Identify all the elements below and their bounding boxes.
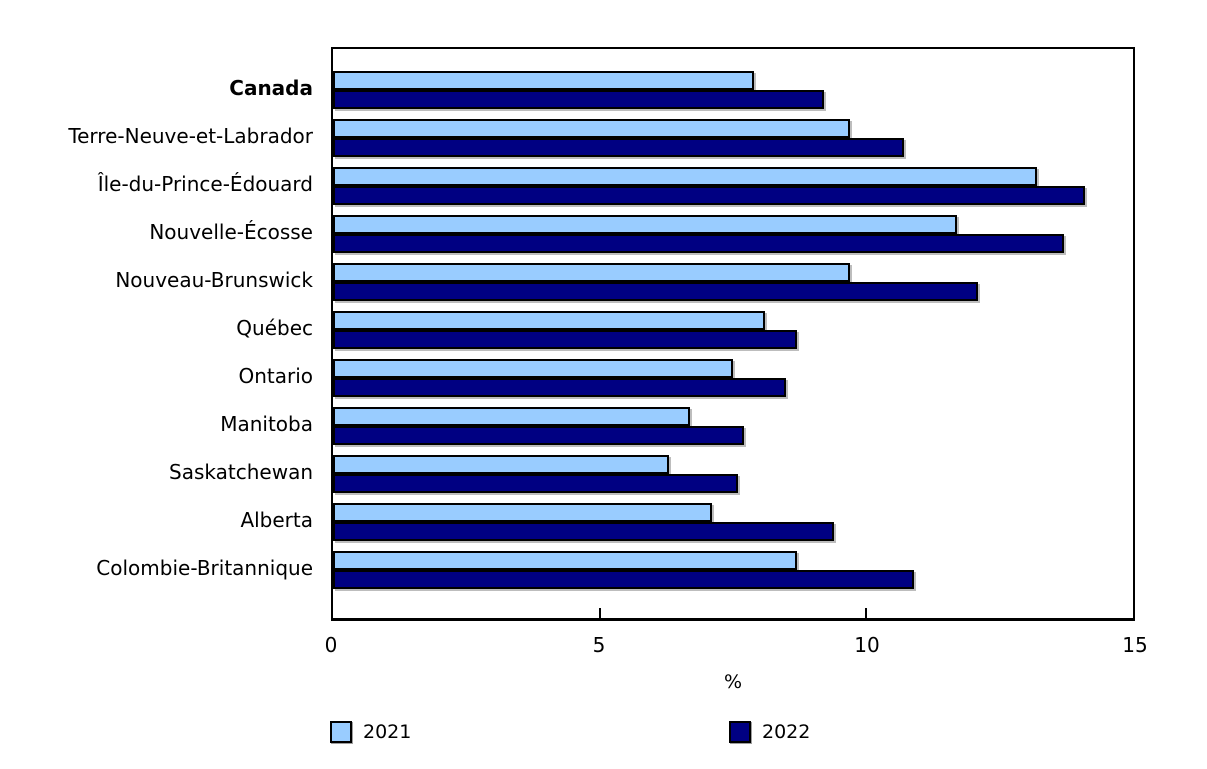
bar-2022-11 bbox=[333, 570, 915, 589]
bar-group-5 bbox=[333, 263, 1133, 301]
legend: 2021 2022 bbox=[0, 720, 1207, 750]
bar-2022-4 bbox=[333, 234, 1064, 253]
tick-mark-5 bbox=[598, 608, 601, 618]
tick-mark-10 bbox=[865, 608, 868, 618]
legend-label-2021: 2021 bbox=[363, 721, 412, 743]
bar-group-4 bbox=[333, 215, 1133, 253]
category-label-11: Colombie-Britannique bbox=[96, 556, 313, 580]
category-label-1: Canada bbox=[229, 76, 313, 100]
bar-group-3 bbox=[333, 167, 1133, 205]
legend-swatch-2022 bbox=[729, 721, 751, 743]
legend-swatch-2021 bbox=[330, 721, 352, 743]
tick-label-10: 10 bbox=[854, 633, 880, 657]
bar-group-7 bbox=[333, 359, 1133, 397]
bar-2021-9 bbox=[333, 455, 669, 474]
bar-2021-7 bbox=[333, 359, 733, 378]
bar-2022-1 bbox=[333, 90, 824, 109]
plot-area bbox=[331, 47, 1135, 621]
legend-item-2021: 2021 bbox=[330, 720, 411, 744]
bar-2021-5 bbox=[333, 263, 851, 282]
bar-group-6 bbox=[333, 311, 1133, 349]
bar-2022-5 bbox=[333, 282, 979, 301]
bar-group-1 bbox=[333, 71, 1133, 109]
bar-2021-1 bbox=[333, 71, 755, 90]
bar-2021-4 bbox=[333, 215, 957, 234]
legend-label-2022: 2022 bbox=[762, 721, 811, 743]
category-label-9: Saskatchewan bbox=[169, 460, 313, 484]
bar-2021-8 bbox=[333, 407, 691, 426]
bar-2022-3 bbox=[333, 186, 1085, 205]
bar-2021-10 bbox=[333, 503, 712, 522]
bar-group-11 bbox=[333, 551, 1133, 589]
bar-2022-8 bbox=[333, 426, 744, 445]
bar-2021-3 bbox=[333, 167, 1037, 186]
bar-2021-11 bbox=[333, 551, 797, 570]
bar-2022-2 bbox=[333, 138, 904, 157]
y-axis-category-labels: Canada Terre-Neuve-et-Labrador Île-du-Prin… bbox=[0, 47, 321, 621]
x-axis-tick-labels: 0 5 10 15 bbox=[325, 633, 1148, 661]
bar-group-2 bbox=[333, 119, 1133, 157]
bar-2022-9 bbox=[333, 474, 739, 493]
category-label-10: Alberta bbox=[240, 508, 313, 532]
category-label-8: Manitoba bbox=[220, 412, 313, 436]
category-label-3: Île-du-Prince-Édouard bbox=[97, 172, 313, 196]
bar-2022-7 bbox=[333, 378, 787, 397]
legend-item-2022: 2022 bbox=[729, 720, 810, 744]
category-label-6: Québec bbox=[236, 316, 313, 340]
category-label-5: Nouveau-Brunswick bbox=[115, 268, 313, 292]
x-axis-label: % bbox=[723, 671, 743, 693]
bar-2022-10 bbox=[333, 522, 835, 541]
bar-2021-6 bbox=[333, 311, 765, 330]
category-label-4: Nouvelle-Écosse bbox=[149, 220, 313, 244]
bar-2021-2 bbox=[333, 119, 851, 138]
bar-group-9 bbox=[333, 455, 1133, 493]
bar-group-8 bbox=[333, 407, 1133, 445]
category-label-7: Ontario bbox=[238, 364, 313, 388]
tick-label-15: 15 bbox=[1122, 633, 1148, 657]
bar-group-10 bbox=[333, 503, 1133, 541]
category-label-2: Terre-Neuve-et-Labrador bbox=[68, 124, 313, 148]
bar-2022-6 bbox=[333, 330, 797, 349]
tick-label-5: 5 bbox=[592, 633, 606, 657]
tick-label-0: 0 bbox=[324, 633, 338, 657]
